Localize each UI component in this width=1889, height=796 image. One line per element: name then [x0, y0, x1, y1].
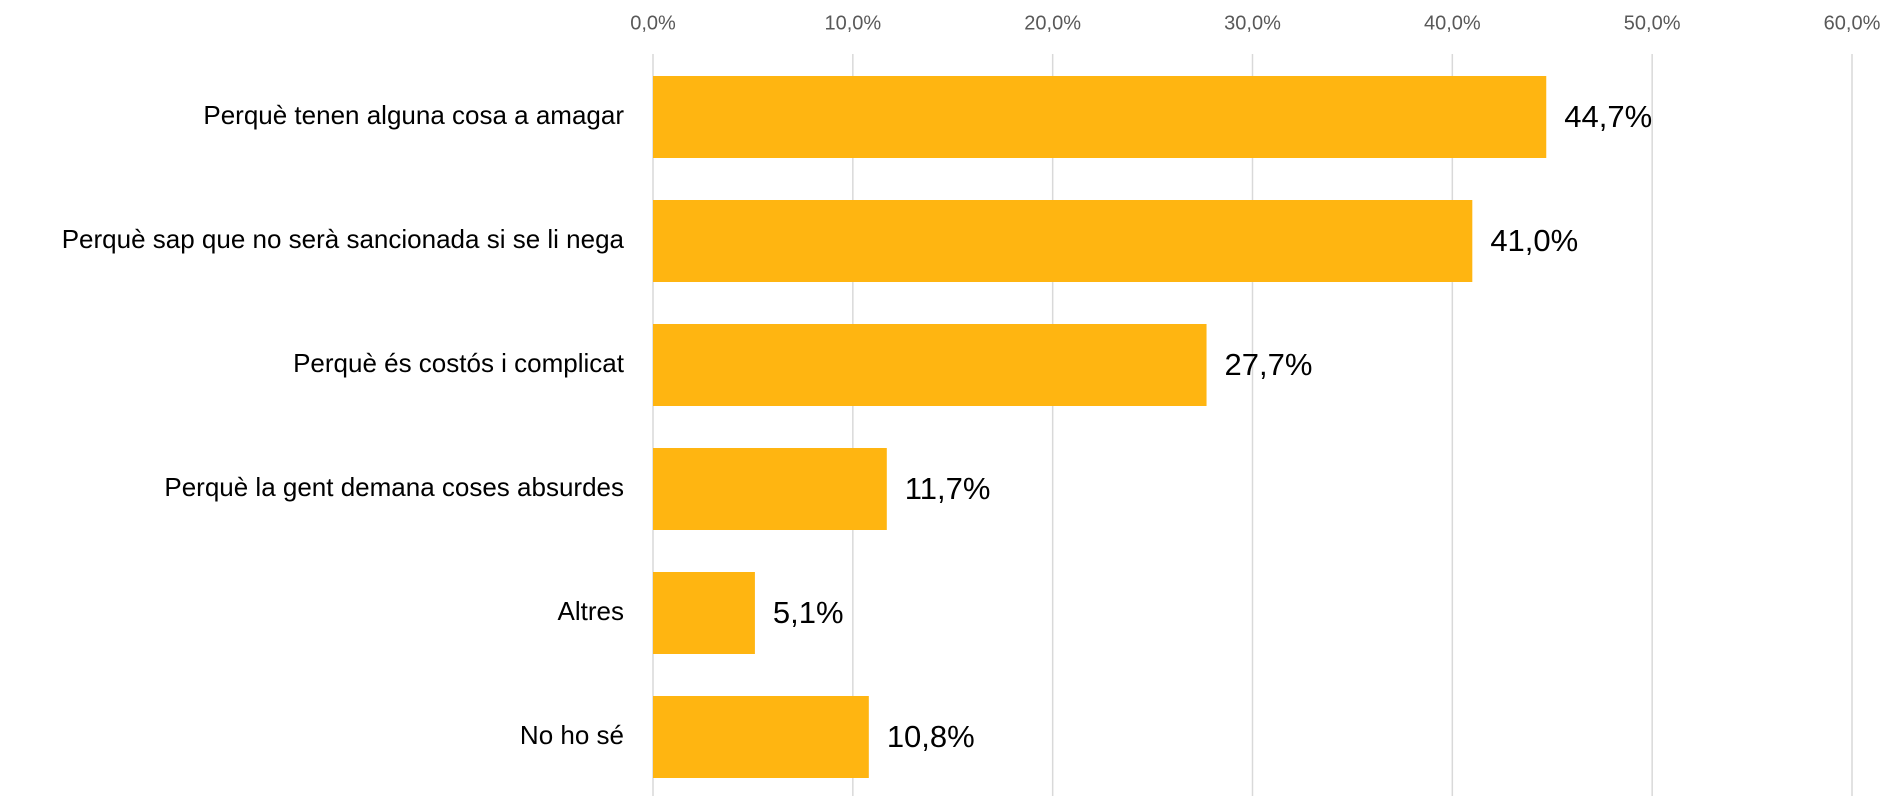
bar: [653, 324, 1207, 406]
category-label: Perquè la gent demana coses absurdes: [164, 472, 624, 502]
value-label: 5,1%: [773, 595, 844, 630]
bar: [653, 76, 1547, 158]
category-label: Perquè tenen alguna cosa a amagar: [203, 100, 624, 130]
category-label: Altres: [558, 596, 624, 626]
x-tick-label: 10,0%: [824, 12, 881, 34]
bar: [653, 696, 869, 778]
bar: [653, 200, 1473, 282]
x-tick-label: 50,0%: [1624, 12, 1681, 34]
category-label: Perquè és costós i complicat: [293, 348, 625, 378]
x-tick-label: 20,0%: [1024, 12, 1081, 34]
x-tick-label: 30,0%: [1224, 12, 1281, 34]
value-label: 27,7%: [1225, 347, 1313, 382]
x-tick-label: 0,0%: [630, 12, 676, 34]
value-label: 41,0%: [1490, 223, 1578, 258]
x-tick-label: 60,0%: [1824, 12, 1881, 34]
value-label: 11,7%: [905, 471, 991, 506]
category-label: Perquè sap que no serà sancionada si se …: [62, 224, 625, 254]
bar: [653, 572, 755, 654]
value-label: 10,8%: [887, 719, 975, 754]
x-tick-label: 40,0%: [1424, 12, 1481, 34]
value-label: 44,7%: [1564, 99, 1652, 134]
category-label: No ho sé: [520, 720, 624, 750]
bar: [653, 448, 887, 530]
